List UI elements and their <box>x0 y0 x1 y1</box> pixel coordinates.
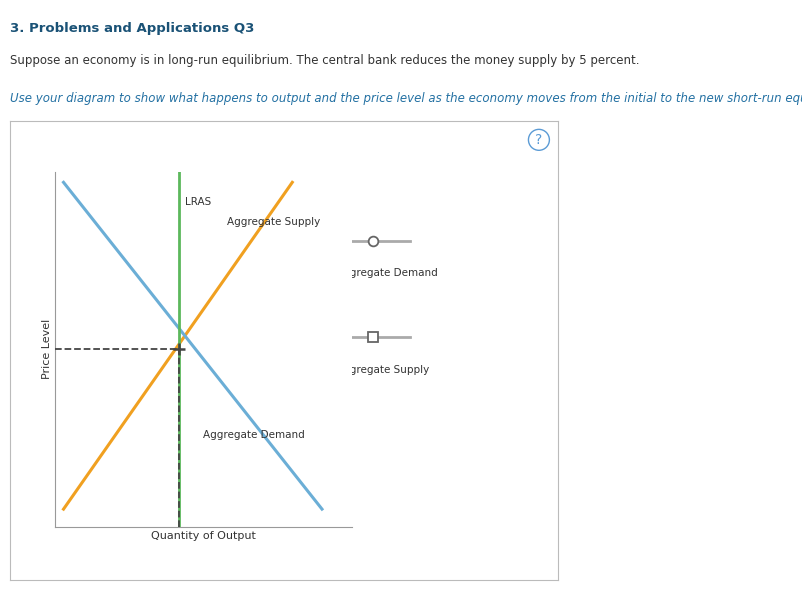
Text: Aggregate Supply: Aggregate Supply <box>336 365 429 375</box>
Text: Aggregate Demand: Aggregate Demand <box>203 430 305 440</box>
X-axis label: Quantity of Output: Quantity of Output <box>151 531 255 541</box>
Text: Use your diagram to show what happens to output and the price level as the econo: Use your diagram to show what happens to… <box>10 92 802 105</box>
Text: Aggregate Demand: Aggregate Demand <box>336 268 438 278</box>
Text: Suppose an economy is in long-run equilibrium. The central bank reduces the mone: Suppose an economy is in long-run equili… <box>10 54 639 67</box>
Text: LRAS: LRAS <box>185 197 211 207</box>
Y-axis label: Price Level: Price Level <box>42 319 52 379</box>
Text: ?: ? <box>535 133 542 147</box>
Text: 3. Problems and Applications Q3: 3. Problems and Applications Q3 <box>10 22 254 36</box>
Text: Aggregate Supply: Aggregate Supply <box>227 217 320 227</box>
